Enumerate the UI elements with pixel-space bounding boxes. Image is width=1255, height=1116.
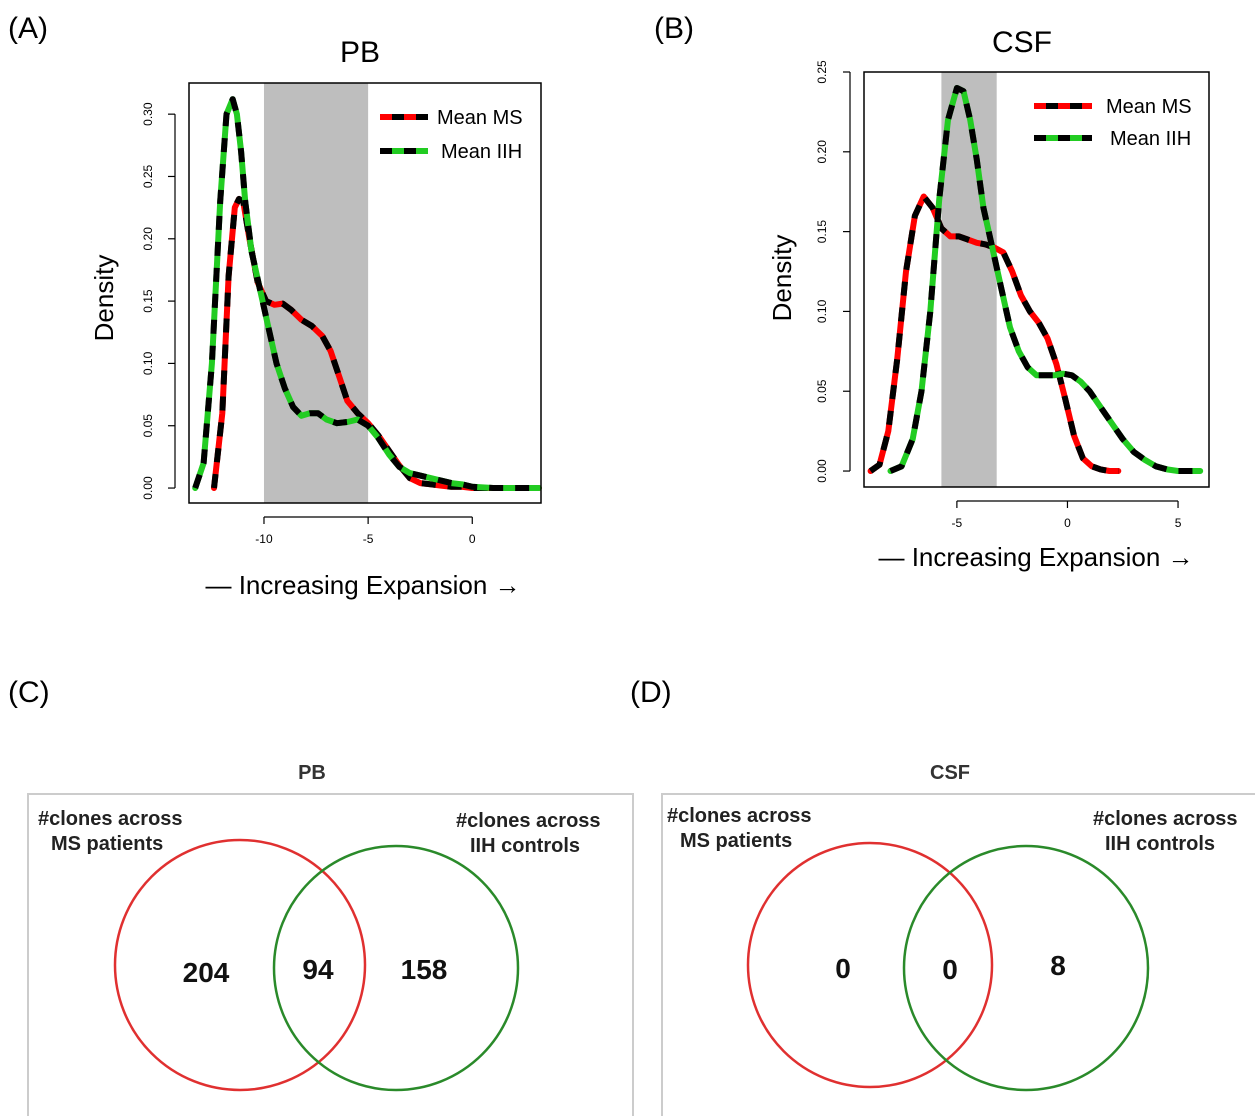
- chart-b-title: CSF: [992, 26, 1052, 59]
- venn-d-count-overlap: 0: [942, 954, 958, 985]
- chart-a-series-iih: [192, 96, 542, 491]
- venn-d-title: CSF: [930, 762, 970, 784]
- chart-a-series-ms: [211, 195, 542, 491]
- venn-c-left-set-line2: MS patients: [51, 833, 163, 855]
- chart-b-x-axis: -5 0 5: [952, 500, 1182, 530]
- venn-c-circle-ms: [113, 838, 367, 1092]
- venn-d-right-set-line2: IIH controls: [1105, 833, 1215, 855]
- chart-a-x-tick-label: 0: [469, 532, 476, 546]
- chart-a-x-tick-label: -5: [363, 532, 374, 546]
- chart-b-y-tick-label: 0.15: [815, 220, 829, 244]
- chart-a-y-tick-label: 0.00: [141, 476, 155, 500]
- chart-b-y-label: Density: [767, 235, 797, 322]
- chart-b-density-csf: -5 0 5 0.00 0.05 0.10 0.15 0.20 0.25 CSF — Incr…: [767, 26, 1210, 572]
- chart-a-y-tick-label: 0.10: [141, 351, 155, 375]
- venn-d-circle-iih: [902, 844, 1150, 1092]
- venn-c-frame: [27, 793, 634, 1116]
- venn-d-left-set-line2: MS patients: [680, 830, 792, 852]
- chart-b-x-label: — Increasing Expansion →: [878, 542, 1193, 572]
- chart-a-y-tick-label: 0.15: [141, 289, 155, 313]
- chart-a-y-tick-label: 0.30: [141, 102, 155, 126]
- venn-d-count-ms-only: 0: [835, 953, 851, 984]
- venn-c-count-iih-only: 158: [401, 954, 448, 985]
- panel-label-d: (D): [630, 676, 672, 709]
- chart-a-density-pb: -10 -5 0 0.00 0.05 0.10 0.15 0.20 0.25 0.30 PB —…: [89, 36, 542, 600]
- venn-d-right-set-line1: #clones across: [1093, 808, 1238, 830]
- chart-a-x-axis: -10 -5 0: [255, 516, 476, 546]
- chart-b-series-ms-dashes: [868, 193, 1119, 474]
- chart-b-y-tick-label: 0.00: [815, 459, 829, 483]
- chart-b-shaded-region: [941, 72, 997, 487]
- chart-a-plot-frame: [188, 82, 542, 504]
- chart-a-series-lines: [192, 96, 542, 491]
- venn-c-left-set-line1: #clones across: [38, 808, 183, 830]
- venn-d-circle-ms: [746, 841, 994, 1089]
- chart-a-series-ms-base: [211, 195, 542, 491]
- venn-d-frame: [661, 793, 1255, 1116]
- chart-b-y-tick-label: 0.25: [815, 60, 829, 84]
- chart-b-y-axis: 0.00 0.05 0.10 0.15 0.20 0.25: [815, 60, 851, 483]
- chart-a-y-axis: 0.00 0.05 0.10 0.15 0.20 0.25 0.30: [141, 102, 176, 500]
- chart-b-x-tick-label: 5: [1175, 516, 1182, 530]
- chart-a-legend: Mean MS Mean IIH: [380, 107, 523, 163]
- chart-b-x-tick-label: 0: [1064, 516, 1071, 530]
- chart-b-x-tick-label: -5: [952, 516, 963, 530]
- venn-c-right-set-line1: #clones across: [456, 810, 601, 832]
- chart-b-series-lines: [867, 85, 1204, 474]
- chart-b-y-tick-label: 0.20: [815, 140, 829, 164]
- chart-b-legend-label-ms: Mean MS: [1106, 96, 1192, 118]
- chart-a-legend-label-ms: Mean MS: [437, 107, 523, 129]
- chart-a-series-ms-dashes: [211, 195, 539, 491]
- chart-b-y-tick-label: 0.10: [815, 299, 829, 323]
- chart-b-plot-frame: [863, 71, 1210, 488]
- panel-label-a: (A): [8, 12, 48, 45]
- venn-c-title: PB: [298, 762, 326, 784]
- chart-b-series-iih-dashes: [889, 85, 1201, 474]
- chart-b-y-tick-label: 0.05: [815, 379, 829, 403]
- chart-b-series-iih: [887, 85, 1204, 474]
- venn-d-left-set-line1: #clones across: [667, 805, 812, 827]
- venn-c-count-ms-only: 204: [183, 957, 230, 988]
- venn-c-circle-iih: [272, 844, 520, 1092]
- venn-d-csf: CSF #clones across MS patients #clones a…: [661, 762, 1255, 1116]
- chart-a-x-tick-label: -10: [255, 532, 273, 546]
- chart-a-y-tick-label: 0.20: [141, 227, 155, 251]
- chart-b-legend: Mean MS Mean IIH: [1034, 96, 1192, 150]
- chart-a-shaded-region: [263, 83, 369, 503]
- chart-a-series-iih-dashes: [192, 96, 539, 491]
- chart-b-legend-label-iih: Mean IIH: [1110, 128, 1191, 150]
- panel-label-c: (C): [8, 676, 50, 709]
- chart-a-title: PB: [340, 36, 380, 69]
- venn-d-count-iih-only: 8: [1050, 950, 1066, 981]
- chart-a-y-tick-label: 0.25: [141, 164, 155, 188]
- chart-a-y-label: Density: [89, 255, 119, 342]
- chart-a-legend-label-iih: Mean IIH: [441, 141, 522, 163]
- venn-c-pb: PB #clones across MS patients #clones ac…: [27, 762, 634, 1116]
- chart-a-x-label: — Increasing Expansion →: [205, 570, 520, 600]
- venn-c-right-set-line2: IIH controls: [470, 835, 580, 857]
- venn-c-count-overlap: 94: [302, 954, 334, 985]
- panel-label-b: (B): [654, 12, 694, 45]
- chart-a-y-tick-label: 0.05: [141, 414, 155, 438]
